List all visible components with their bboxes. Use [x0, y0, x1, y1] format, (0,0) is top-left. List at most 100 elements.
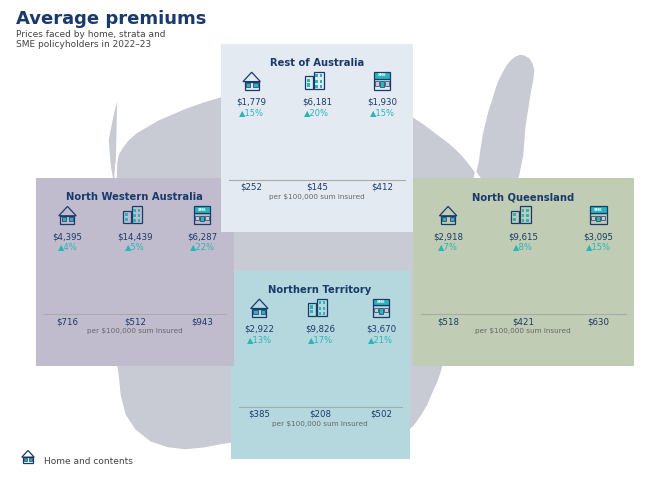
- Text: $3,670: $3,670: [366, 325, 396, 334]
- Bar: [254, 310, 257, 314]
- Bar: [522, 214, 525, 217]
- Bar: [526, 208, 528, 212]
- Bar: [315, 80, 318, 83]
- Text: ▲13%: ▲13%: [247, 335, 272, 344]
- Text: North Queensland: North Queensland: [472, 192, 575, 202]
- Text: ▲15%: ▲15%: [239, 108, 264, 117]
- Bar: [522, 208, 525, 212]
- Bar: [24, 458, 27, 461]
- Bar: [441, 216, 455, 224]
- Bar: [522, 219, 525, 222]
- Text: $14,439: $14,439: [117, 232, 153, 241]
- Bar: [374, 308, 378, 312]
- Bar: [385, 81, 389, 85]
- Bar: [221, 44, 413, 232]
- Text: Average premiums: Average premiums: [16, 10, 207, 28]
- Bar: [132, 206, 142, 223]
- Text: SME: SME: [378, 73, 386, 78]
- Bar: [261, 310, 265, 314]
- Bar: [592, 216, 595, 220]
- Text: $385: $385: [248, 410, 270, 419]
- Text: ▲17%: ▲17%: [307, 335, 333, 344]
- Text: $421: $421: [512, 317, 534, 326]
- Bar: [194, 206, 211, 213]
- Text: $3,095: $3,095: [584, 232, 614, 241]
- Text: $4,395: $4,395: [53, 232, 83, 241]
- Bar: [315, 74, 318, 78]
- Bar: [521, 206, 530, 223]
- Polygon shape: [100, 54, 535, 455]
- Bar: [254, 83, 257, 87]
- Bar: [526, 219, 528, 222]
- Polygon shape: [58, 206, 76, 216]
- Text: $6,287: $6,287: [187, 232, 217, 241]
- Bar: [200, 216, 204, 222]
- Text: $252: $252: [240, 183, 263, 192]
- Text: per $100,000 sum insured: per $100,000 sum insured: [475, 328, 571, 334]
- Text: $9,826: $9,826: [305, 325, 335, 334]
- Bar: [323, 301, 326, 305]
- Bar: [374, 79, 390, 90]
- Text: $943: $943: [191, 317, 213, 326]
- Text: ▲4%: ▲4%: [58, 242, 77, 251]
- Bar: [318, 306, 321, 310]
- Bar: [320, 80, 322, 83]
- Text: ▲15%: ▲15%: [370, 108, 395, 117]
- Bar: [125, 218, 127, 221]
- Bar: [307, 83, 309, 86]
- Bar: [374, 72, 390, 79]
- Bar: [384, 308, 388, 312]
- Text: $145: $145: [306, 183, 328, 192]
- Text: $518: $518: [437, 317, 459, 326]
- Bar: [320, 74, 322, 78]
- Bar: [246, 83, 250, 87]
- Bar: [307, 79, 309, 81]
- Bar: [315, 85, 318, 88]
- Text: Rest of Australia: Rest of Australia: [270, 58, 364, 68]
- Bar: [23, 457, 33, 464]
- Bar: [310, 305, 313, 308]
- Bar: [314, 72, 324, 89]
- Text: North Western Australia: North Western Australia: [66, 192, 203, 202]
- Text: $1,779: $1,779: [237, 98, 266, 107]
- Text: ▲15%: ▲15%: [586, 242, 611, 251]
- Bar: [373, 305, 389, 317]
- Text: SME: SME: [594, 207, 603, 212]
- Bar: [379, 308, 383, 314]
- Bar: [442, 217, 447, 221]
- Text: Prices faced by home, strata and
SME policyholders in 2022–23: Prices faced by home, strata and SME pol…: [16, 30, 166, 49]
- Bar: [205, 216, 209, 220]
- Bar: [375, 81, 379, 85]
- Bar: [123, 211, 131, 223]
- Text: SME: SME: [376, 300, 385, 305]
- Bar: [590, 213, 606, 224]
- Bar: [29, 458, 32, 461]
- Text: $2,922: $2,922: [244, 325, 274, 334]
- Text: $502: $502: [370, 410, 392, 419]
- Bar: [513, 218, 516, 221]
- Bar: [133, 219, 136, 222]
- Bar: [60, 216, 75, 224]
- Bar: [317, 299, 328, 316]
- Bar: [597, 216, 601, 222]
- Bar: [310, 310, 313, 313]
- Bar: [323, 306, 326, 310]
- Bar: [512, 211, 519, 223]
- Text: per $100,000 sum insured: per $100,000 sum insured: [269, 194, 365, 200]
- Bar: [318, 312, 321, 315]
- Bar: [138, 219, 140, 222]
- Polygon shape: [439, 206, 457, 216]
- Bar: [308, 304, 317, 316]
- Text: per $100,000 sum insured: per $100,000 sum insured: [272, 421, 368, 427]
- Text: $1,930: $1,930: [367, 98, 397, 107]
- Bar: [133, 208, 136, 212]
- Text: $2,918: $2,918: [433, 232, 463, 241]
- Bar: [305, 77, 313, 89]
- Text: per $100,000 sum insured: per $100,000 sum insured: [87, 328, 183, 334]
- Bar: [601, 216, 605, 220]
- Bar: [318, 301, 321, 305]
- Text: ▲22%: ▲22%: [190, 242, 214, 251]
- Bar: [133, 214, 136, 217]
- Bar: [513, 213, 516, 216]
- Bar: [195, 216, 199, 220]
